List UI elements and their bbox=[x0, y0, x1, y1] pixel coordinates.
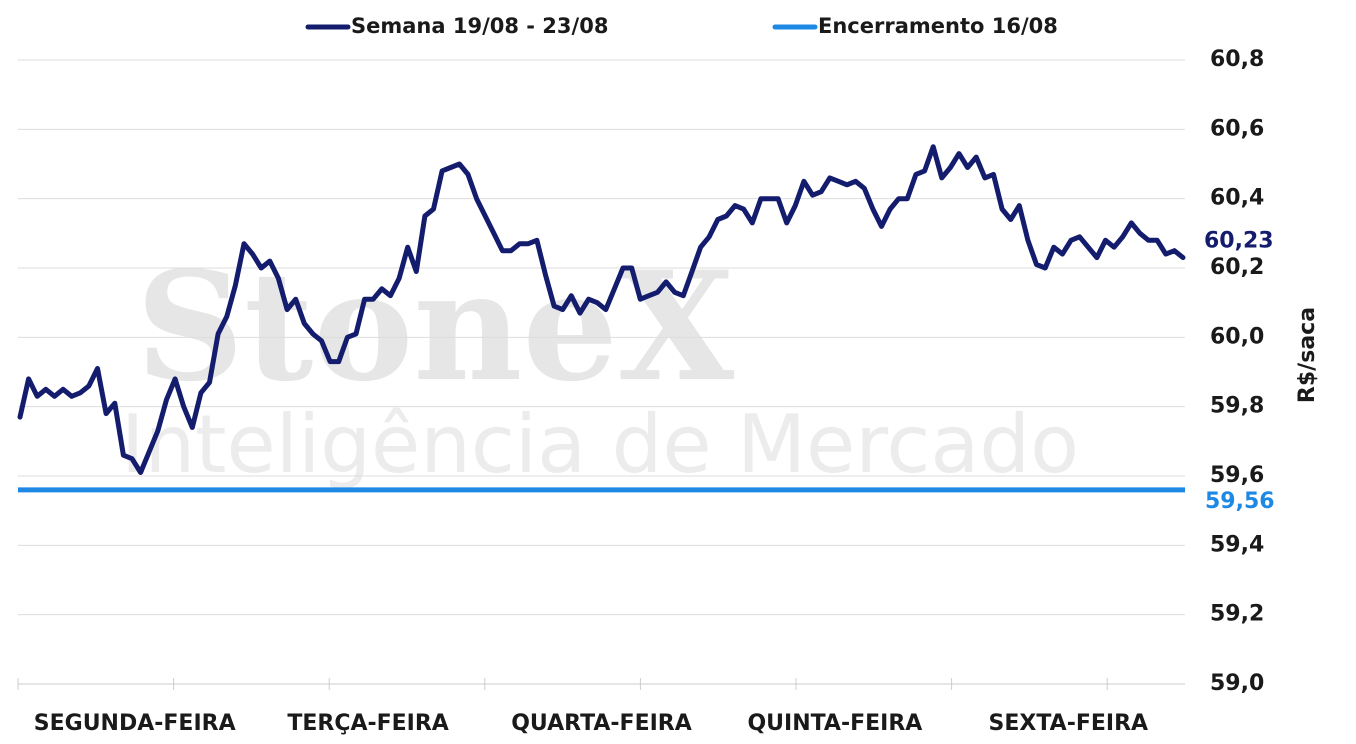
x-tick-label: SEGUNDA-FEIRA bbox=[34, 711, 236, 736]
y-tick-label: 60,0 bbox=[1210, 324, 1264, 349]
value-label: 59,56 bbox=[1205, 489, 1275, 514]
y-tick-label: 59,4 bbox=[1210, 532, 1264, 557]
x-tick-label: QUINTA-FEIRA bbox=[747, 711, 922, 736]
watermark-logo: StoneX bbox=[136, 239, 735, 415]
y-tick-label: 59,0 bbox=[1210, 671, 1264, 696]
x-tick-label: SEXTA-FEIRA bbox=[989, 711, 1149, 736]
x-tick-label: QUARTA-FEIRA bbox=[511, 711, 692, 736]
y-axis-label: R$/saca bbox=[1295, 307, 1320, 403]
y-tick-label: 59,2 bbox=[1210, 602, 1264, 627]
watermark-text: Inteligência de Mercado bbox=[121, 398, 1079, 491]
y-tick-label: 60,2 bbox=[1210, 255, 1264, 280]
end-label: 60,23 bbox=[1204, 229, 1274, 254]
series-line bbox=[17, 144, 1186, 475]
y-tick-label: 60,4 bbox=[1210, 186, 1264, 211]
y-tick-label: 59,8 bbox=[1210, 394, 1264, 419]
y-tick-label: 59,6 bbox=[1210, 463, 1264, 488]
y-tick-label: 60,6 bbox=[1210, 116, 1264, 141]
x-tick-label: TERÇA-FEIRA bbox=[287, 711, 449, 736]
y-tick-label: 60,8 bbox=[1210, 47, 1264, 72]
legend-label: Semana 19/08 - 23/08 bbox=[351, 14, 608, 38]
legend-label: Encerramento 16/08 bbox=[818, 14, 1058, 38]
